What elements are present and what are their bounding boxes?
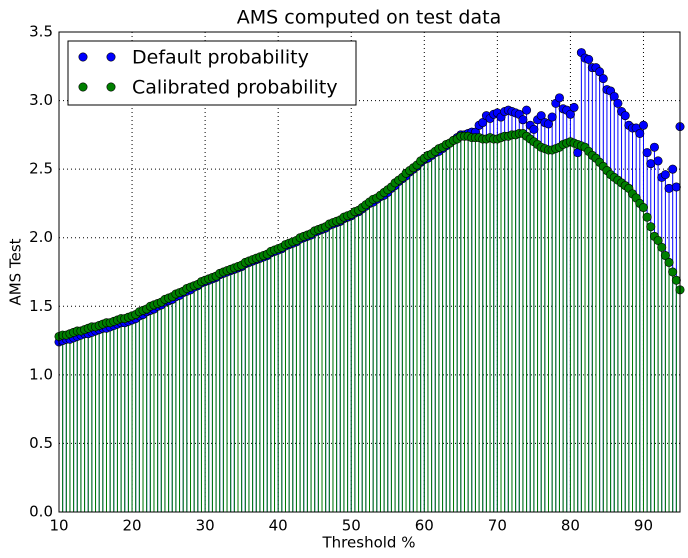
y-axis-label: AMS Test	[7, 238, 25, 305]
marker	[554, 93, 564, 103]
marker	[620, 111, 630, 121]
marker	[642, 212, 652, 222]
marker	[649, 142, 659, 152]
y-tick-label: 1.5	[29, 297, 53, 315]
x-tick-label: 80	[561, 517, 580, 535]
y-tick-label: 0.5	[29, 434, 53, 452]
marker	[638, 203, 648, 213]
marker	[529, 124, 539, 134]
y-tick-label: 3.5	[29, 23, 53, 41]
marker	[613, 98, 623, 108]
legend-marker	[106, 52, 116, 62]
marker	[598, 74, 608, 84]
x-tick-label: 60	[415, 517, 434, 535]
legend-marker	[78, 82, 88, 92]
marker	[671, 275, 681, 285]
marker	[569, 102, 579, 112]
legend-label: Calibrated probability	[132, 77, 338, 99]
x-tick-label: 90	[634, 517, 653, 535]
marker	[635, 128, 645, 138]
marker	[642, 148, 652, 158]
marker	[543, 119, 553, 129]
x-tick-label: 70	[488, 517, 507, 535]
marker	[653, 235, 663, 245]
marker	[653, 156, 663, 166]
y-tick-label: 0.0	[29, 503, 53, 521]
marker	[547, 112, 557, 122]
plot-frame	[58, 31, 681, 513]
x-tick-label: 50	[342, 517, 361, 535]
marker	[671, 182, 681, 192]
marker	[536, 111, 546, 121]
legend-box	[67, 40, 357, 106]
series-markers	[54, 128, 685, 341]
marker	[565, 109, 575, 119]
series-stems	[58, 133, 681, 512]
marker	[595, 67, 605, 77]
legend-label: Default probability	[132, 47, 309, 69]
marker	[478, 118, 488, 128]
y-tick-label: 1.0	[29, 365, 53, 383]
y-tick-label: 2.0	[29, 228, 53, 246]
x-tick-label: 20	[123, 517, 142, 535]
x-tick-label: 40	[269, 517, 288, 535]
marker	[664, 257, 674, 267]
legend-marker	[78, 52, 88, 62]
marker	[668, 164, 678, 174]
marker	[522, 105, 532, 115]
marker	[668, 267, 678, 277]
x-axis-label: Threshold %	[322, 534, 416, 552]
marker	[609, 91, 619, 101]
marker	[638, 120, 648, 130]
y-tick-label: 2.5	[29, 160, 53, 178]
marker	[518, 115, 528, 125]
marker	[660, 170, 670, 180]
x-tick-label: 10	[49, 517, 68, 535]
marker	[664, 183, 674, 193]
marker	[646, 222, 656, 232]
marker	[657, 242, 667, 252]
marker	[660, 251, 670, 261]
legend-marker	[106, 82, 116, 92]
y-tick-label: 3.0	[29, 91, 53, 109]
x-tick-label: 30	[196, 517, 215, 535]
chart-title: AMS computed on test data	[237, 7, 501, 29]
marker	[584, 54, 594, 64]
